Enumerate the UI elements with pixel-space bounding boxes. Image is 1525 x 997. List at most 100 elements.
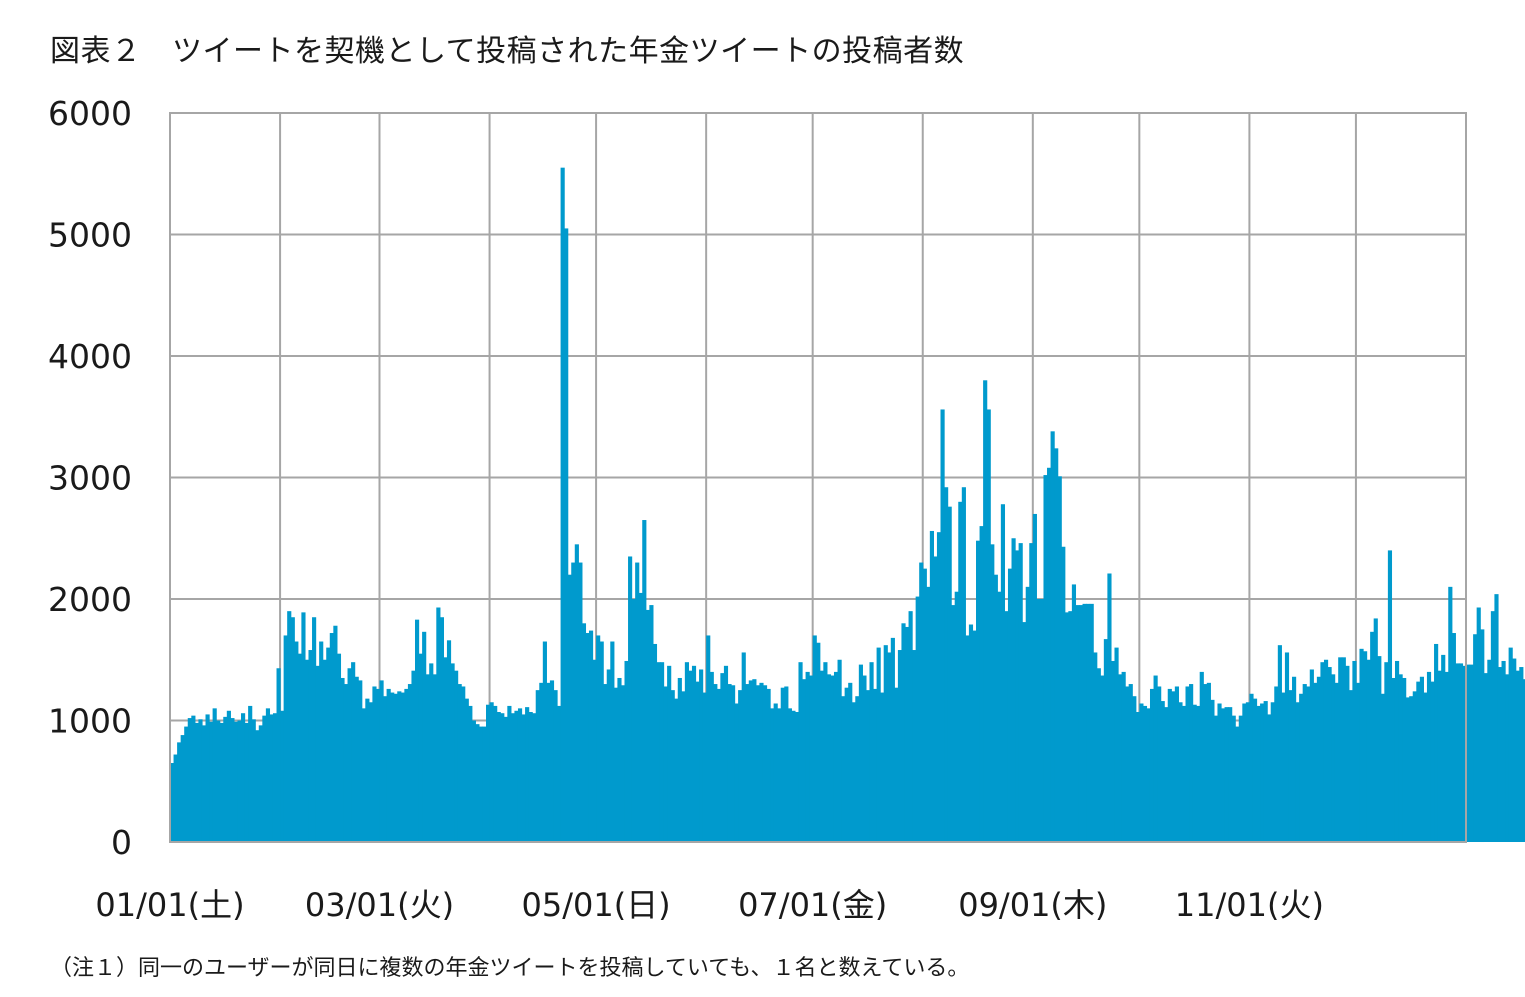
bar [858, 664, 863, 842]
bar [684, 662, 689, 842]
bar [1302, 684, 1307, 842]
bar [1299, 693, 1304, 842]
bar [723, 665, 729, 842]
bar [908, 611, 913, 842]
bar [603, 684, 608, 842]
bar-series [170, 167, 1525, 843]
bar [599, 641, 604, 842]
bar [1327, 667, 1332, 842]
bar [198, 719, 203, 842]
bar [873, 688, 878, 842]
bar [1110, 660, 1116, 842]
bar [340, 677, 345, 842]
bar [972, 630, 977, 842]
bar [265, 708, 271, 842]
bar [1338, 657, 1343, 842]
bar [397, 691, 402, 842]
bar [1515, 670, 1520, 842]
bar [1480, 629, 1485, 843]
bar [457, 684, 462, 842]
bar [237, 720, 242, 842]
bar [638, 592, 643, 842]
bar [738, 690, 743, 843]
bar [567, 574, 572, 842]
bar [805, 671, 810, 842]
bar [1171, 691, 1176, 842]
bar [663, 686, 668, 842]
bar [823, 662, 828, 842]
bar [1107, 573, 1112, 842]
bar [1348, 690, 1353, 843]
bar [1221, 708, 1226, 842]
bar [407, 684, 413, 842]
bar [425, 674, 430, 842]
bar [1437, 670, 1442, 842]
bar [1320, 662, 1325, 842]
bar [979, 526, 984, 842]
bar [415, 619, 420, 842]
bar [269, 714, 274, 842]
bar [223, 716, 228, 842]
bar [944, 487, 949, 842]
bar [1078, 605, 1084, 842]
bar [624, 660, 629, 842]
bar [826, 674, 832, 842]
bar [297, 653, 302, 842]
bar [1355, 682, 1361, 842]
bar [1018, 543, 1023, 842]
bar [372, 686, 377, 842]
bar [922, 568, 927, 843]
bar [1380, 693, 1385, 842]
bar [596, 635, 601, 842]
bar [1047, 467, 1052, 842]
bar [514, 710, 519, 842]
x-tick-label: 11/01(火) [1175, 886, 1324, 924]
bar [762, 685, 768, 842]
bar [841, 696, 846, 842]
bar [216, 720, 221, 842]
bar [436, 607, 441, 842]
bar [919, 562, 924, 842]
bar [503, 716, 508, 842]
bar [695, 681, 700, 842]
bar [1118, 674, 1123, 842]
y-tick-label: 6000 [48, 94, 132, 133]
y-tick-label: 5000 [48, 216, 132, 255]
bar [361, 708, 366, 842]
bar [1146, 708, 1151, 842]
bar [833, 671, 839, 842]
bar [315, 665, 320, 842]
bar [1508, 647, 1513, 842]
bar [1057, 476, 1062, 842]
bar [1274, 686, 1279, 842]
bar [1153, 675, 1158, 842]
y-tick-label: 1000 [48, 702, 132, 741]
bar [1487, 659, 1492, 842]
bar [1071, 584, 1077, 842]
bar [365, 698, 370, 842]
bar [287, 611, 292, 842]
bar [251, 719, 256, 842]
bar [1263, 701, 1268, 842]
bar [1061, 546, 1066, 842]
bar [1125, 686, 1130, 842]
bar [812, 635, 817, 842]
bar [1292, 676, 1297, 842]
bar [865, 690, 871, 843]
bar [1000, 504, 1006, 842]
bar [855, 696, 860, 842]
bar [1011, 538, 1016, 842]
bar [706, 635, 711, 842]
bar [1160, 701, 1165, 842]
bar [986, 409, 991, 842]
bar [177, 742, 182, 842]
bar [674, 698, 679, 842]
bar-chart: 0 1000 2000 3000 4000 5000 6000 01/01(土) 03/01(… [48, 94, 1525, 924]
bar [791, 710, 796, 842]
bar [1444, 671, 1449, 842]
bar [1412, 691, 1417, 842]
bar [1157, 686, 1162, 842]
bar [170, 763, 175, 842]
bar [1448, 586, 1453, 842]
bar [347, 668, 352, 842]
